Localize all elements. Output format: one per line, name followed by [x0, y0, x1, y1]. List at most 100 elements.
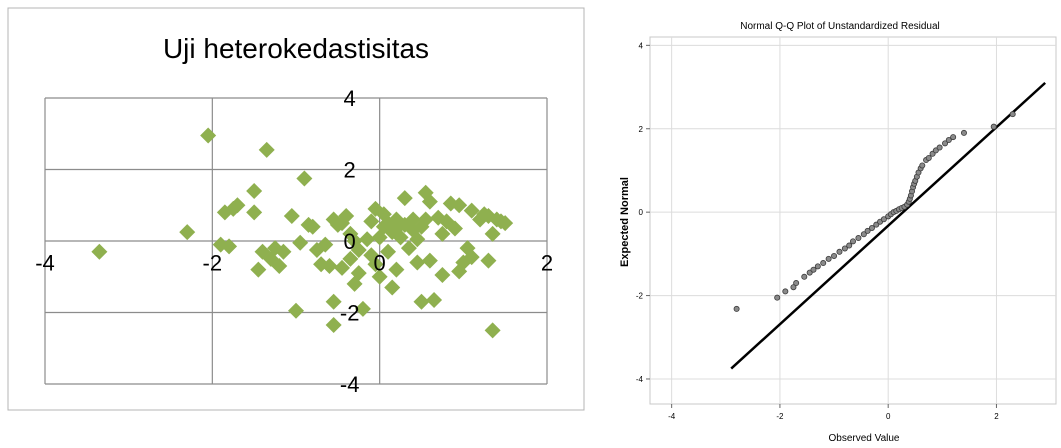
scatter-point — [229, 197, 246, 214]
qq-point — [1009, 111, 1016, 118]
qq-data-points — [733, 111, 1016, 312]
qq-point — [831, 252, 838, 259]
qq-point — [855, 235, 862, 242]
scatter-point — [421, 252, 438, 269]
scatter-point — [342, 250, 359, 267]
qq-point — [793, 280, 800, 287]
scatter-point — [350, 241, 367, 258]
scatter-point — [350, 265, 367, 282]
left-y-tick-label: 2 — [344, 158, 356, 183]
qq-point — [733, 305, 740, 312]
left-y-tick-label: -2 — [340, 301, 360, 326]
qq-plot-area — [649, 36, 1057, 405]
scatter-point — [409, 254, 426, 271]
qq-point — [846, 242, 853, 249]
scatter-point — [463, 249, 480, 266]
qq-plot-chart: Normal Q-Q Plot of Unstandardized Residu… — [619, 21, 1057, 444]
scatter-point — [480, 252, 497, 269]
qq-grid — [650, 37, 1056, 404]
scatter-point — [380, 243, 397, 260]
left-y-tick-label: -4 — [340, 372, 360, 397]
scatter-point — [359, 231, 376, 248]
scatter-point — [497, 215, 514, 232]
qq-x-tick-label: -2 — [776, 412, 784, 421]
scatter-point — [246, 204, 263, 221]
qq-point — [782, 288, 789, 295]
scatter-point — [292, 234, 309, 251]
left-data-points — [91, 127, 514, 339]
left-y-tick-label: 0 — [344, 229, 356, 254]
qq-point — [801, 273, 808, 280]
scatter-point — [275, 243, 292, 260]
scatter-point — [409, 231, 426, 248]
scatter-point — [484, 322, 501, 339]
left-tick-labels: -4 -2 0 2 4 2 0 -2 -4 — [35, 86, 553, 397]
scatter-point — [392, 229, 409, 246]
scatter-point — [200, 127, 217, 144]
scatter-point — [426, 291, 443, 308]
scatter-point — [283, 207, 300, 224]
scatter-point — [371, 268, 388, 285]
qq-y-tick-label: 4 — [639, 41, 644, 50]
scatter-point — [271, 258, 288, 275]
scatter-point — [400, 240, 417, 257]
scatter-point — [363, 213, 380, 230]
qq-y-tick-label: -2 — [636, 292, 644, 301]
qq-point — [849, 238, 856, 245]
qq-y-tick-label: 0 — [639, 208, 644, 217]
qq-point — [990, 123, 997, 130]
scatter-point — [367, 256, 384, 273]
scatter-point — [179, 224, 196, 241]
qq-reference-line — [730, 81, 1047, 370]
scatter-point — [446, 220, 463, 237]
scatter-point — [354, 300, 371, 317]
scatter-point — [221, 238, 238, 255]
scatter-point — [321, 258, 338, 275]
qq-plot-title: Normal Q-Q Plot of Unstandardized Residu… — [740, 21, 940, 32]
qq-point — [820, 260, 827, 267]
scatter-point — [417, 211, 434, 228]
left-x-tick-label: -4 — [35, 251, 55, 276]
left-x-tick-label: 0 — [374, 251, 386, 276]
scatter-point — [413, 293, 430, 310]
scatter-point — [384, 279, 401, 296]
scatter-point — [338, 207, 355, 224]
heteroskedasticity-scatter-chart: Uji heterokedastisitas -4 -2 0 2 4 2 0 -2 -4 — [7, 7, 585, 411]
scatter-point — [91, 243, 108, 260]
scatter-point — [484, 225, 501, 242]
scatter-point — [325, 317, 342, 334]
qq-point — [774, 294, 781, 301]
qq-point — [919, 162, 926, 169]
left-chart-title: Uji heterokedastisitas — [163, 33, 429, 64]
scatter-point — [434, 266, 451, 283]
qq-point — [860, 231, 867, 238]
left-x-tick-label: -2 — [203, 251, 223, 276]
qq-x-axis-label: Observed Value — [829, 433, 900, 444]
qq-y-tick-label: -4 — [636, 375, 644, 384]
scatter-point — [388, 261, 405, 278]
qq-point — [790, 284, 797, 291]
qq-point — [960, 129, 967, 136]
qq-y-axis-label: Expected Normal — [619, 177, 631, 267]
qq-point — [841, 245, 848, 252]
left-chart-border — [7, 7, 585, 411]
qq-point — [945, 137, 952, 144]
qq-point — [836, 248, 843, 255]
qq-point — [810, 266, 817, 273]
scatter-point — [250, 261, 267, 278]
qq-point — [880, 216, 887, 223]
qq-point — [936, 144, 943, 151]
left-x-tick-label: 2 — [541, 251, 553, 276]
scatter-point — [334, 259, 351, 276]
qq-point — [950, 134, 957, 141]
scatter-point — [396, 190, 413, 207]
qq-x-tick-label: -4 — [668, 412, 676, 421]
qq-tick-labels: -4 -2 0 2 4 2 0 -2 -4 — [636, 41, 999, 421]
scatter-point — [463, 202, 480, 219]
scatter-point — [325, 293, 342, 310]
qq-point — [825, 255, 832, 262]
scatter-point — [288, 302, 304, 319]
qq-x-tick-label: 0 — [886, 412, 891, 421]
scatter-point — [317, 236, 334, 253]
qq-point — [942, 140, 949, 147]
